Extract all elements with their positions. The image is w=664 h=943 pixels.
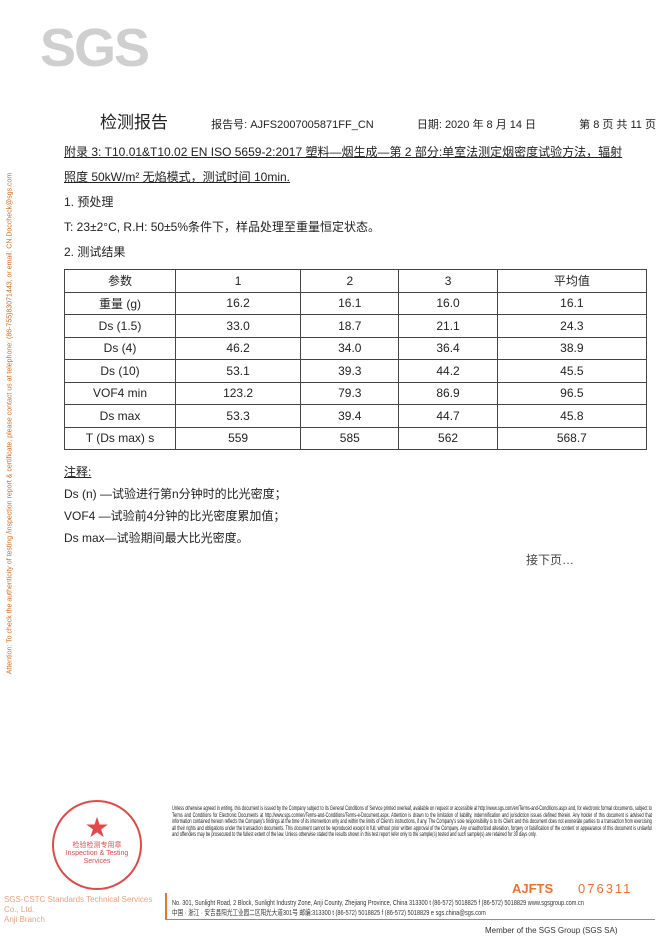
value-cell: 123.2	[174, 381, 302, 405]
section-1-title: 1. 预处理	[64, 195, 114, 209]
table-header-row: 参数 1 2 3 平均值	[64, 269, 648, 293]
report-number: 报告号: AJFS2007005871FF_CN	[211, 119, 374, 131]
header-cell: 参数	[64, 269, 176, 293]
company-branch: Anji Branch	[4, 915, 45, 924]
results-table: 参数 1 2 3 平均值 重量 (g) 16.2 16.1 16.0 16.1 Ds (1…	[64, 269, 648, 450]
value-cell: 44.7	[398, 404, 498, 428]
value-cell: 38.9	[496, 336, 648, 360]
value-cell: 585	[300, 426, 400, 450]
notes-title: 注释:	[64, 465, 92, 479]
value-cell: 16.1	[496, 291, 648, 315]
address-en: No. 301, Sunlight Road, 2 Block, Sunligh…	[172, 898, 584, 907]
address-cn: 中国 · 浙江 · 安吉县阳光工业园二区阳光大道301号 邮编:313300 t…	[172, 908, 486, 917]
value-cell: 24.3	[496, 314, 648, 338]
seal-text: 检验检测专用章	[72, 842, 122, 849]
value-cell: 568.7	[496, 426, 648, 450]
table-row: Ds (10) 53.1 39.3 44.2 45.5	[64, 359, 648, 383]
legal-disclaimer: Unless otherwise agreed in writing, this…	[172, 805, 652, 838]
value-cell: 34.0	[300, 336, 400, 360]
row-label: Ds (10)	[64, 359, 176, 383]
value-cell: 18.7	[300, 314, 400, 338]
value-cell: 562	[398, 426, 498, 450]
value-cell: 21.1	[398, 314, 498, 338]
value-cell: 16.0	[398, 291, 498, 315]
annex-line-2: 照度 50kW/m² 无焰模式，测试时间 10min.	[64, 170, 291, 184]
table-row: Ds max 53.3 39.4 44.7 45.8	[64, 404, 648, 428]
header-cell: 3	[398, 269, 498, 293]
row-label: T (Ds max) s	[64, 426, 176, 450]
stamp-number: 076311	[578, 881, 633, 896]
continued-label: 接下页…	[525, 553, 574, 567]
value-cell: 79.3	[300, 381, 400, 405]
divider	[165, 919, 655, 920]
report-date: 日期: 2020 年 8 月 14 日	[416, 119, 537, 131]
header-cell: 1	[174, 269, 302, 293]
section-2-title: 2. 测试结果	[64, 245, 126, 259]
table-row: T (Ds max) s 559 585 562 568.7	[64, 426, 648, 450]
sgs-logo: SGS	[40, 18, 150, 78]
company-name: SGS-CSTC Standards Technical Services Co…	[4, 895, 153, 914]
table-row: 重量 (g) 16.2 16.1 16.0 16.1	[64, 291, 648, 315]
note-item: Ds (n) —试验进行第n分钟时的比光密度；	[64, 487, 287, 501]
value-cell: 86.9	[398, 381, 498, 405]
side-notice: Attention: To check the authenticity of …	[6, 172, 14, 675]
company-block: SGS-CSTC Standards Technical Services Co…	[4, 895, 164, 925]
value-cell: 44.2	[398, 359, 498, 383]
inspection-seal: ★ 检验检测专用章 Inspection & Testing Services	[52, 800, 142, 890]
stamp-code: AJFTS	[512, 881, 554, 896]
value-cell: 45.5	[496, 359, 648, 383]
report-body: 附录 3: T10.01&T10.02 EN ISO 5659-2:2017 塑…	[64, 144, 654, 574]
value-cell: 33.0	[174, 314, 302, 338]
row-label: Ds (4)	[64, 336, 176, 360]
value-cell: 45.8	[496, 404, 648, 428]
page-number: 第 8 页 共 11 页	[579, 119, 656, 131]
table-row: VOF4 min 123.2 79.3 86.9 96.5	[64, 381, 648, 405]
table-row: Ds (4) 46.2 34.0 36.4 38.9	[64, 336, 648, 360]
header-cell: 2	[300, 269, 400, 293]
section-1-text: T: 23±2°C, R.H: 50±5%条件下，样品处理至重量恒定状态。	[64, 220, 381, 234]
member-line: Member of the SGS Group (SGS SA)	[485, 926, 618, 935]
value-cell: 46.2	[174, 336, 302, 360]
note-item: Ds max—试验期间最大比光密度。	[64, 531, 249, 545]
row-label: Ds max	[64, 404, 176, 428]
row-label: VOF4 min	[64, 381, 176, 405]
value-cell: 39.4	[300, 404, 400, 428]
report-header: 检测报告 报告号: AJFS2007005871FF_CN 日期: 2020 年…	[100, 108, 656, 133]
value-cell: 36.4	[398, 336, 498, 360]
header-cell: 平均值	[496, 269, 648, 293]
seal-text-en: Inspection & Testing Services	[65, 850, 129, 865]
value-cell: 16.1	[300, 291, 400, 315]
value-cell: 559	[174, 426, 302, 450]
row-label: Ds (1.5)	[64, 314, 176, 338]
value-cell: 53.3	[174, 404, 302, 428]
value-cell: 96.5	[496, 381, 648, 405]
table-row: Ds (1.5) 33.0 18.7 21.1 24.3	[64, 314, 648, 338]
value-cell: 39.3	[300, 359, 400, 383]
row-label: 重量 (g)	[64, 291, 176, 315]
annex-line-1: 附录 3: T10.01&T10.02 EN ISO 5659-2:2017 塑…	[64, 145, 623, 159]
note-item: VOF4 —试验前4分钟的比光密度累加值；	[64, 509, 286, 523]
report-title: 检测报告	[100, 113, 168, 132]
value-cell: 16.2	[174, 291, 302, 315]
value-cell: 53.1	[174, 359, 302, 383]
star-icon: ★	[84, 812, 110, 843]
divider	[165, 893, 167, 919]
